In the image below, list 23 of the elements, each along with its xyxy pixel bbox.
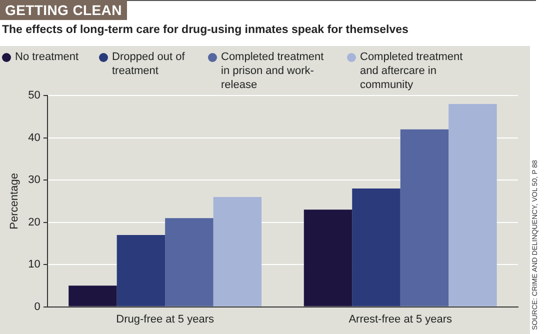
- x-tick-label: Arrest-free at 5 years: [348, 313, 453, 326]
- bar: [165, 218, 214, 306]
- bar: [304, 210, 352, 306]
- y-tick-label: 10: [28, 258, 40, 271]
- y-tick-label: 20: [28, 216, 40, 228]
- chart-title: GETTING CLEAN: [0, 0, 127, 20]
- bar: [400, 129, 449, 306]
- legend-label: No treatment: [15, 50, 80, 64]
- bar: [448, 104, 497, 306]
- bar: [68, 286, 117, 306]
- bar: [116, 234, 166, 306]
- y-tick-label: 40: [28, 132, 40, 144]
- legend-label: Completed treatment and aftercare in community: [360, 50, 464, 92]
- bar: [352, 188, 400, 306]
- x-tick-label: Drug-free at 5 years: [116, 313, 214, 326]
- y-tick-label: 50: [28, 90, 40, 102]
- y-tick-label: 0: [34, 300, 40, 313]
- y-axis-title: Percentage: [8, 173, 21, 230]
- legend-label: Dropped out of treatment: [112, 50, 186, 78]
- legend-label: Completed treatment in prison and work-release: [221, 50, 325, 92]
- y-tick-label: 30: [28, 174, 40, 186]
- chart-subtitle: The effects of long-term care for drug-using inmates speak for themselves: [2, 24, 408, 36]
- bar: [213, 196, 262, 306]
